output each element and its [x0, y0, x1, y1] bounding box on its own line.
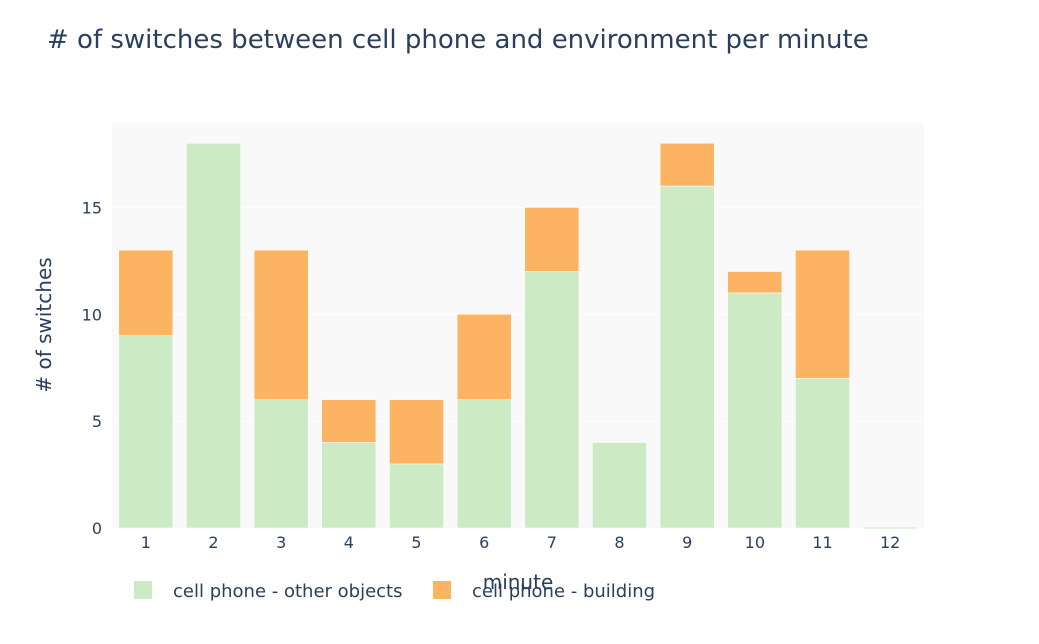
bar-building-10[interactable] — [727, 271, 783, 294]
x-tick-label: 10 — [745, 533, 765, 552]
y-tick-label: 15 — [82, 198, 102, 217]
bar-building-7[interactable] — [524, 207, 580, 272]
bar-building-6[interactable] — [456, 314, 512, 401]
bar-other-objects-11[interactable] — [795, 378, 850, 529]
y-tick-label: 0 — [92, 519, 102, 538]
bar-other-objects-3[interactable] — [253, 399, 309, 529]
legend-label: cell phone - building — [472, 581, 655, 602]
x-axis-ticks: 1 2 3 4 5 6 7 8 9 10 11 12 — [141, 533, 901, 552]
x-tick-label: 12 — [880, 533, 900, 552]
bar-building-11[interactable] — [795, 249, 850, 379]
gridlines — [112, 206, 924, 422]
x-axis-title: minute — [483, 570, 554, 594]
legend-swatch — [134, 581, 152, 599]
y-axis-title: # of switches — [32, 257, 56, 392]
bar-building-3[interactable] — [253, 249, 309, 401]
x-tick-label: 6 — [479, 533, 489, 552]
x-tick-label: 9 — [682, 533, 692, 552]
legend[interactable]: cell phone - other objects cell phone - b… — [134, 581, 655, 602]
x-tick-label: 1 — [141, 533, 151, 552]
y-tick-label: 10 — [82, 305, 102, 324]
x-tick-label: 3 — [276, 533, 286, 552]
bar-other-objects-4[interactable] — [321, 442, 377, 529]
legend-item-other-objects[interactable]: cell phone - other objects — [134, 581, 402, 602]
x-tick-label: 7 — [547, 533, 557, 552]
bar-other-objects-7[interactable] — [524, 271, 580, 529]
y-tick-label: 5 — [92, 412, 102, 431]
chart-title: # of switches between cell phone and env… — [47, 25, 869, 55]
bar-other-objects-2[interactable] — [186, 143, 241, 529]
bar-other-objects-6[interactable] — [456, 399, 512, 529]
bar-other-objects-9[interactable] — [659, 185, 715, 529]
legend-item-building[interactable]: cell phone - building — [433, 581, 655, 602]
y-axis-ticks: 0 5 10 15 — [82, 198, 102, 538]
bar-other-objects-8[interactable] — [592, 442, 647, 529]
bar-building-9[interactable] — [659, 143, 715, 187]
bar-building-1[interactable] — [118, 249, 174, 336]
bar-other-objects-5[interactable] — [389, 463, 444, 529]
bar-other-objects-1[interactable] — [118, 335, 174, 529]
legend-label: cell phone - other objects — [173, 581, 402, 602]
bars — [118, 143, 918, 529]
x-tick-label: 11 — [812, 533, 832, 552]
bar-other-objects-10[interactable] — [727, 292, 783, 529]
bar-building-4[interactable] — [321, 399, 377, 443]
legend-swatch — [433, 581, 451, 599]
x-tick-label: 4 — [344, 533, 354, 552]
x-tick-label: 2 — [208, 533, 218, 552]
x-tick-label: 5 — [411, 533, 421, 552]
bar-building-5[interactable] — [389, 399, 444, 465]
x-tick-label: 8 — [614, 533, 624, 552]
plot-background — [112, 123, 924, 528]
